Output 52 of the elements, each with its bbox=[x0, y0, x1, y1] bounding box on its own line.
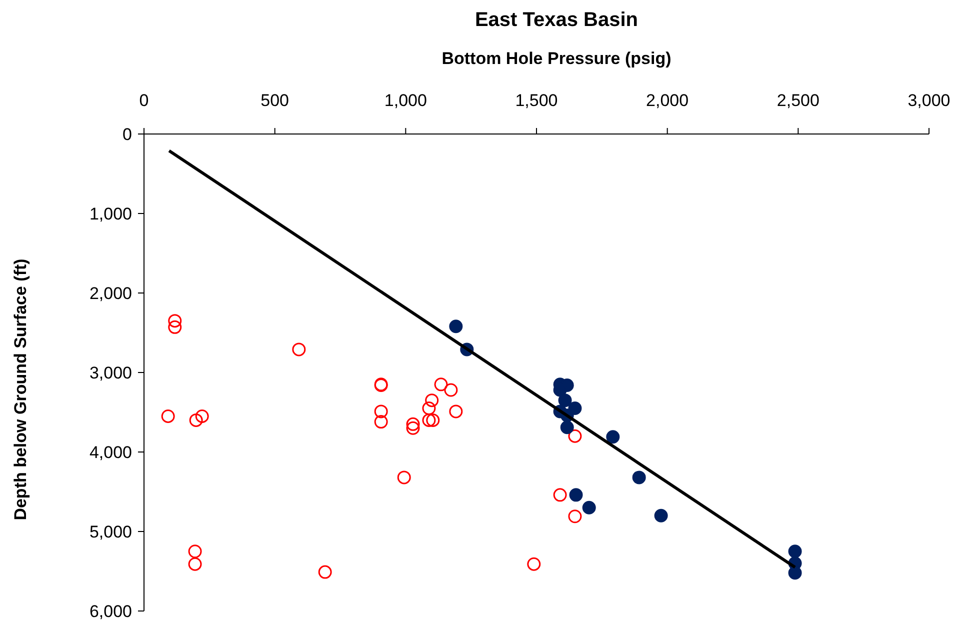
point bbox=[188, 557, 202, 571]
point bbox=[449, 320, 463, 334]
y-axis-title: Depth below Ground Surface (ft) bbox=[11, 258, 30, 520]
x-tick-label: 0 bbox=[139, 91, 149, 110]
point bbox=[425, 394, 439, 408]
point bbox=[434, 378, 448, 392]
point bbox=[188, 544, 202, 558]
point bbox=[195, 409, 209, 423]
point bbox=[654, 508, 668, 522]
point bbox=[553, 488, 567, 502]
x-axis-title: Bottom Hole Pressure (psig) bbox=[442, 49, 672, 68]
point bbox=[168, 320, 182, 334]
y-tick-label: 4,000 bbox=[89, 443, 132, 462]
point bbox=[189, 413, 203, 427]
point bbox=[560, 420, 574, 434]
y-tick-label: 2,000 bbox=[89, 284, 132, 303]
x-tick-label: 2,500 bbox=[776, 91, 820, 110]
point bbox=[582, 500, 596, 514]
y-tick-label: 0 bbox=[122, 125, 132, 144]
x-tick-label: 1,000 bbox=[384, 91, 427, 110]
y-tick-label: 1,000 bbox=[89, 204, 132, 224]
point bbox=[422, 402, 436, 416]
x-tick-label: 3,000 bbox=[908, 91, 950, 110]
point bbox=[568, 429, 582, 443]
point bbox=[374, 415, 388, 429]
x-tick-label: 1,500 bbox=[515, 91, 558, 110]
point bbox=[788, 566, 802, 580]
point bbox=[788, 544, 802, 558]
y-tick-label: 3,000 bbox=[89, 364, 132, 382]
point bbox=[558, 394, 572, 408]
point bbox=[406, 421, 420, 435]
y-tick-label: 6,000 bbox=[89, 602, 132, 621]
point bbox=[569, 488, 583, 502]
y-tick-label: 5,000 bbox=[89, 522, 132, 542]
point bbox=[422, 413, 436, 427]
point bbox=[292, 342, 306, 356]
point bbox=[444, 383, 458, 397]
point bbox=[161, 409, 175, 423]
x-tick-label: 2,000 bbox=[646, 91, 689, 110]
point bbox=[606, 430, 620, 444]
chart-title: East Texas Basin bbox=[474, 9, 638, 31]
point bbox=[168, 314, 182, 328]
point bbox=[406, 417, 420, 431]
point bbox=[449, 404, 463, 418]
point bbox=[318, 565, 332, 579]
point bbox=[527, 557, 541, 571]
point bbox=[568, 510, 582, 524]
x-tick-label: 500 bbox=[260, 91, 290, 110]
point bbox=[374, 404, 388, 418]
point bbox=[632, 470, 646, 484]
point bbox=[397, 470, 411, 484]
point bbox=[426, 413, 440, 427]
